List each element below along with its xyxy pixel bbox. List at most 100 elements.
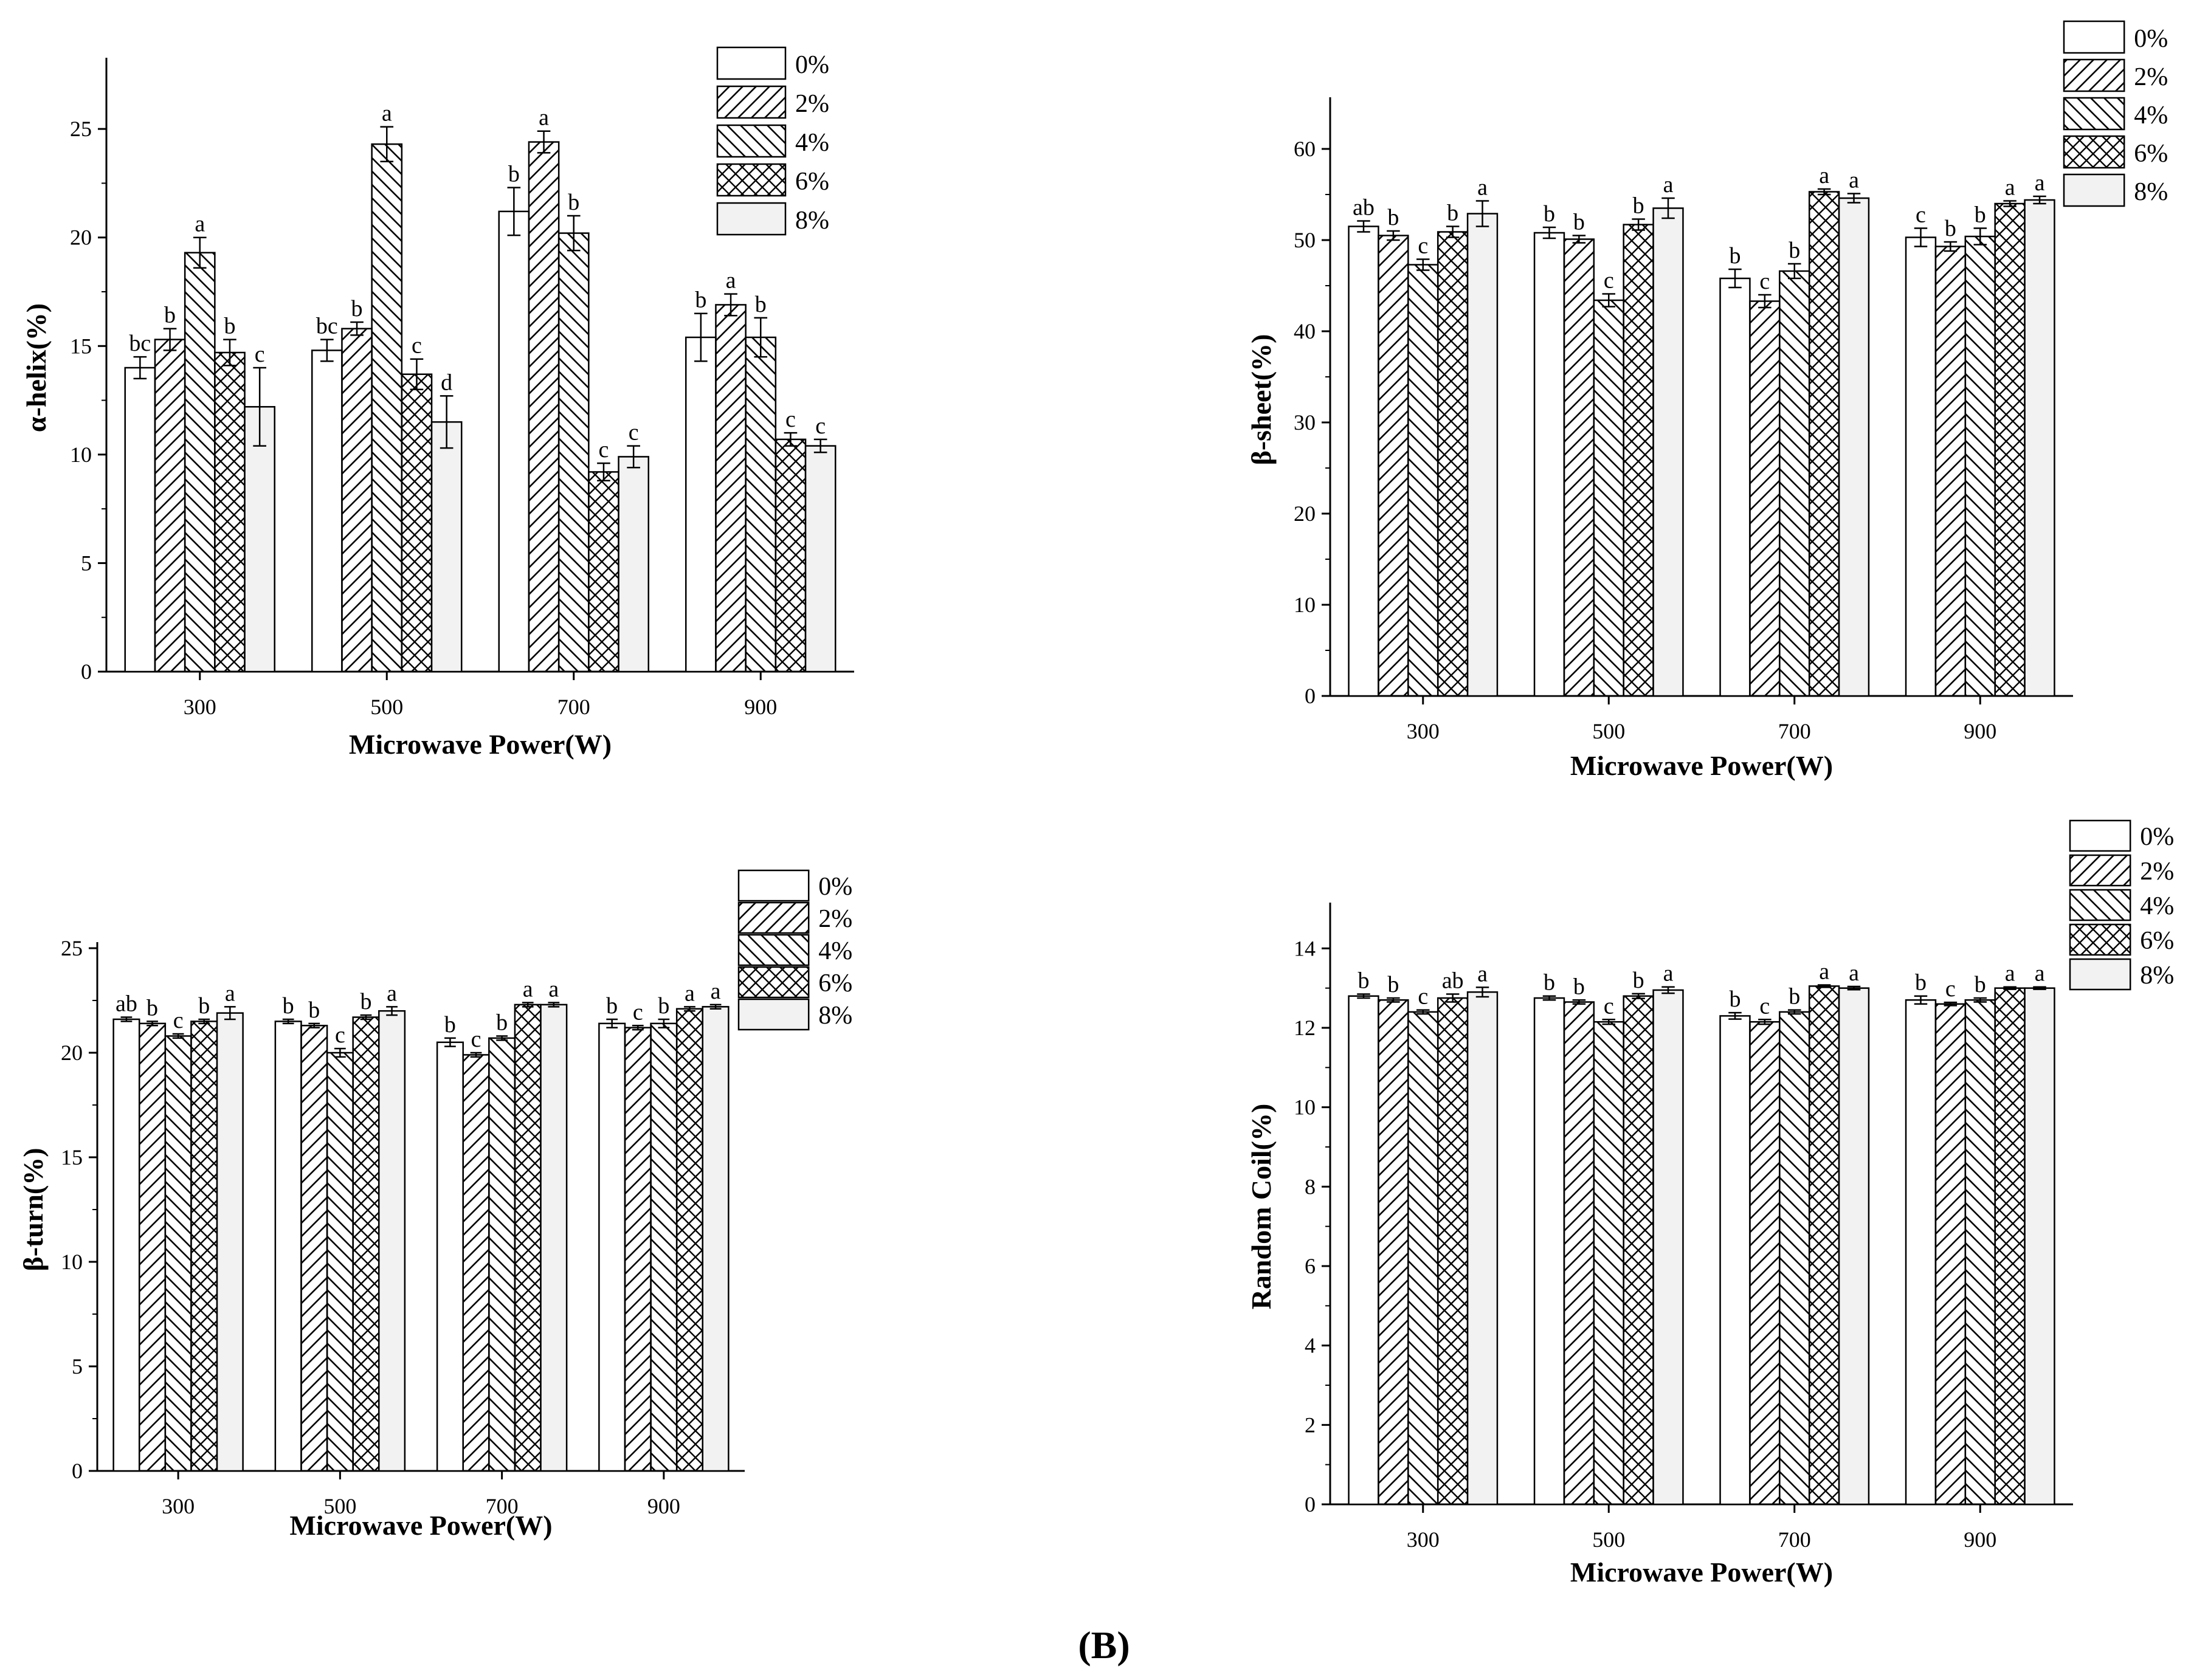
y-tick-label: 10	[1294, 1095, 1316, 1120]
significance-label: ab	[116, 991, 137, 1017]
bar-4pct-700	[1779, 270, 1810, 697]
significance-label: a	[539, 105, 549, 131]
significance-label: c	[1604, 993, 1614, 1019]
x-tick-label: 300	[1407, 719, 1440, 743]
legend-label: 2%	[2140, 858, 2174, 886]
significance-label: b	[1387, 972, 1399, 997]
x-tick-label: 700	[486, 1494, 519, 1518]
significance-label: a	[1477, 961, 1488, 986]
bar-4pct-500	[371, 143, 403, 673]
bar-0pct-300	[112, 1018, 140, 1472]
x-tick-label: 700	[557, 695, 590, 719]
y-tick-label: 20	[61, 1041, 83, 1065]
bar-2pct-700	[1749, 300, 1781, 697]
bar-2pct-500	[341, 328, 373, 673]
bar-8pct-700	[1838, 987, 1870, 1506]
significance-label: c	[1604, 268, 1614, 294]
significance-label: c	[1759, 993, 1770, 1019]
significance-label: b	[1729, 986, 1741, 1012]
legend-label: 8%	[2140, 962, 2174, 990]
x-tick-label: 900	[744, 695, 777, 719]
bar-0pct-700	[1719, 1015, 1751, 1506]
y-tick-label: 5	[72, 1354, 83, 1379]
bar-4pct-700	[488, 1037, 516, 1472]
significance-label: b	[1358, 968, 1369, 993]
bar-4pct-700	[557, 232, 590, 673]
significance-label: b	[1729, 243, 1741, 269]
bar-8pct-500	[430, 421, 463, 673]
significance-label: a	[382, 101, 392, 126]
legend-swatch-4pct	[716, 124, 787, 158]
bar-6pct-900	[1994, 202, 2026, 697]
significance-label: b	[568, 190, 579, 215]
bar-8pct-700	[1838, 197, 1870, 697]
significance-label: c	[633, 999, 643, 1025]
bar-0pct-300	[1348, 995, 1379, 1506]
x-tick-label: 300	[1407, 1527, 1440, 1552]
y-tick-label: 10	[61, 1250, 83, 1274]
significance-label: a	[685, 980, 695, 1006]
significance-label: a	[1849, 168, 1859, 193]
y-tick-label: 0	[1305, 684, 1316, 708]
bar-2pct-500	[1563, 238, 1595, 697]
legend-swatch-4pct	[737, 934, 810, 966]
bar-8pct-500	[1652, 989, 1684, 1506]
y-tick-label: 0	[1305, 1492, 1316, 1516]
bar-8pct-900	[702, 1006, 730, 1472]
bar-2pct-500	[1563, 1001, 1595, 1506]
y-tick-label: 10	[70, 442, 92, 467]
bar-4pct-900	[1964, 235, 1996, 697]
y-axis-title: β-turn(%)	[18, 1148, 49, 1271]
legend-swatch-8pct	[737, 998, 810, 1031]
bar-8pct-300	[244, 406, 275, 673]
bar-0pct-300	[1348, 225, 1379, 697]
y-tick-label: 30	[1294, 410, 1316, 435]
bar-8pct-500	[378, 1010, 406, 1472]
x-axis-title: Microwave Power(W)	[1570, 750, 1833, 781]
significance-label: c	[785, 407, 796, 432]
bar-4pct-300	[164, 1035, 192, 1472]
bar-6pct-500	[401, 373, 433, 673]
bar-2pct-900	[1934, 1003, 1967, 1506]
bar-2pct-300	[1378, 999, 1409, 1506]
significance-label: b	[1544, 970, 1555, 996]
significance-label: c	[629, 420, 639, 446]
significance-label: c	[412, 333, 422, 359]
bar-8pct-900	[2024, 199, 2055, 697]
significance-label: c	[1759, 269, 1770, 294]
bar-8pct-900	[2024, 987, 2055, 1506]
x-tick-label: 900	[1964, 1527, 1996, 1552]
legend-label: 0%	[2134, 25, 2168, 53]
legend-label: 8%	[795, 207, 829, 235]
bar-2pct-300	[154, 339, 186, 673]
legend-swatch-8pct	[2069, 958, 2131, 991]
significance-label: b	[606, 993, 618, 1019]
legend-swatch-6pct	[737, 966, 810, 999]
significance-label: b	[1915, 970, 1927, 996]
legend-label: 4%	[2140, 892, 2174, 920]
significance-label: b	[755, 292, 767, 317]
bar-4pct-900	[1964, 999, 1996, 1506]
bar-0pct-700	[1719, 277, 1751, 697]
bar-6pct-900	[775, 438, 807, 673]
significance-label: a	[1819, 163, 1829, 188]
legend-label: 0%	[795, 51, 829, 79]
significance-label: b	[1945, 216, 1956, 241]
x-tick-label: 700	[1778, 1527, 1811, 1552]
bar-4pct-900	[745, 336, 777, 673]
y-axis-title: Random Coil(%)	[1246, 1104, 1277, 1310]
bar-0pct-500	[274, 1021, 302, 1472]
bar-0pct-900	[685, 336, 717, 673]
legend-swatch-2pct	[2063, 58, 2125, 92]
x-tick-label: 500	[323, 1494, 356, 1518]
y-tick-label: 14	[1294, 936, 1316, 960]
significance-label: b	[360, 989, 371, 1014]
bar-8pct-900	[804, 445, 837, 673]
bar-8pct-500	[1652, 207, 1684, 697]
bar-2pct-900	[1934, 246, 1967, 697]
bar-2pct-500	[300, 1025, 328, 1472]
bar-6pct-700	[514, 1004, 542, 1472]
legend-label: 8%	[818, 1002, 852, 1030]
bar-2pct-300	[1378, 235, 1409, 697]
